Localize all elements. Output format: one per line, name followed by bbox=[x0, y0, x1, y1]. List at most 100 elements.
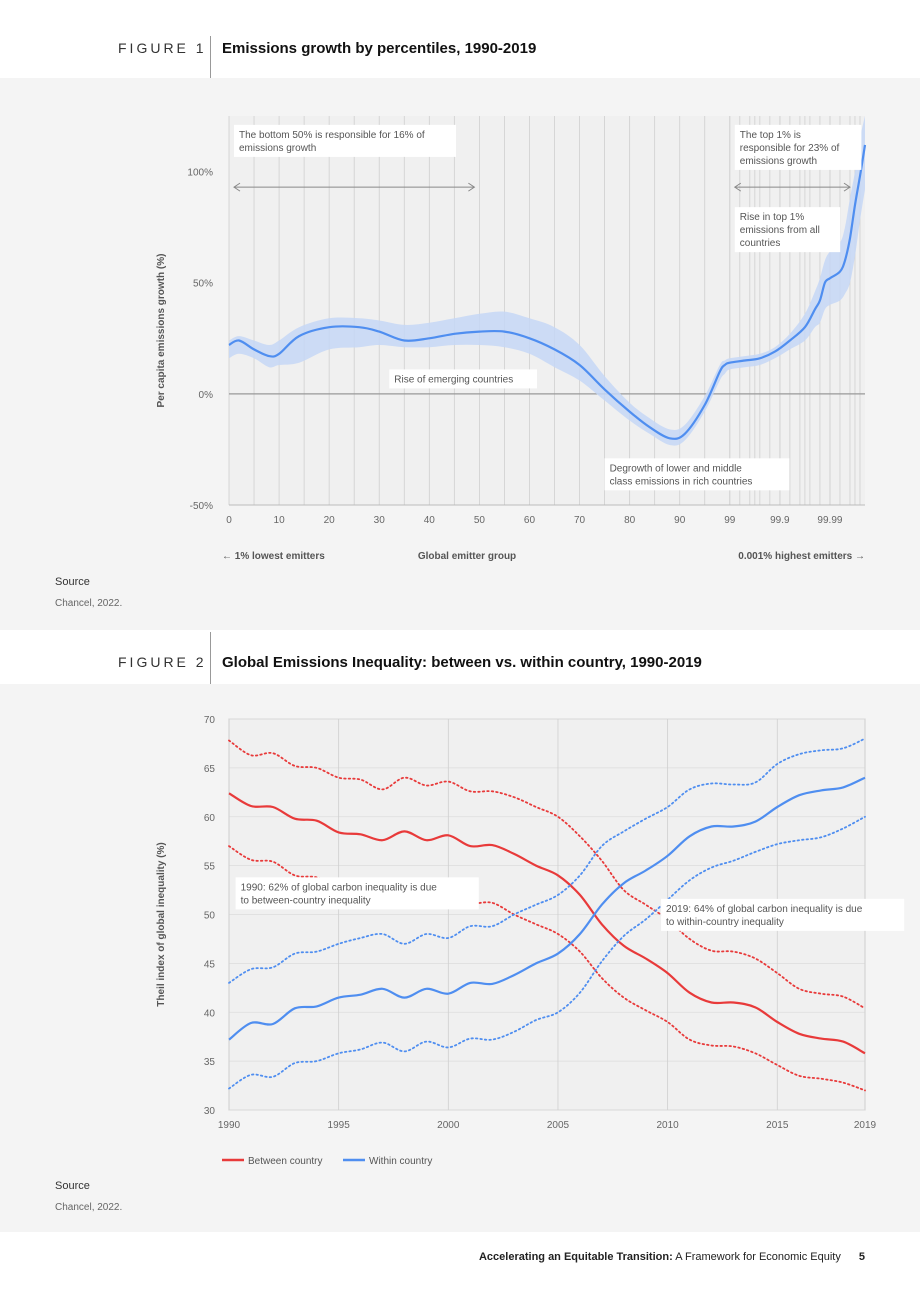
range-arrow-head-left bbox=[733, 182, 742, 192]
range-arrow-head-right bbox=[843, 182, 851, 192]
chart1-annotation-line: responsible for 23% of bbox=[740, 143, 840, 154]
x-tick-label: 70 bbox=[574, 515, 586, 526]
emissions-inequality-chart: 30 35 40 45 50 55 60 65 70 1990 1995 2000 2005 2010 20… bbox=[156, 715, 905, 1167]
figure2-source-label: Source bbox=[55, 1180, 90, 1192]
within-country-line bbox=[228, 776, 866, 1041]
footer-report-subtitle: A Framework for Economic Equity bbox=[672, 1251, 841, 1263]
y-tick-label: 60 bbox=[204, 813, 216, 824]
chart1-annotation-line: emissions growth bbox=[239, 143, 316, 154]
x-tick-label: 80 bbox=[624, 515, 636, 526]
chart2-annotation-line: to between-country inequality bbox=[241, 895, 371, 906]
y-tick-label: 45 bbox=[204, 959, 216, 970]
chart1-annotation-box bbox=[389, 369, 538, 389]
plot-area bbox=[229, 116, 865, 505]
page-footer: Accelerating an Equitable Transition: A … bbox=[479, 1251, 865, 1263]
chart1-annotation-line: Degrowth of lower and middle bbox=[610, 463, 743, 474]
chart1-annotation: The top 1% is responsible for 23% of emiss… bbox=[734, 124, 862, 170]
chart1-annotation-box bbox=[234, 124, 457, 157]
x-tick-label: 2000 bbox=[437, 1120, 460, 1131]
legend-label-within-country: Within country bbox=[369, 1156, 432, 1167]
x-tick-label: 50 bbox=[474, 515, 486, 526]
y-tick-label: 100% bbox=[187, 168, 213, 179]
chart1-annotation-line: emissions growth bbox=[740, 156, 817, 167]
y-tick-label: 40 bbox=[204, 1008, 216, 1019]
figure2-source-text: Chancel, 2022. bbox=[55, 1202, 123, 1213]
x-tick-label: 2010 bbox=[656, 1120, 679, 1131]
chart1-annotation-line: class emissions in rich countries bbox=[610, 476, 753, 487]
figure1-divider bbox=[210, 36, 211, 78]
page-number: 5 bbox=[858, 1251, 865, 1263]
x-tick-label: 99.99 bbox=[817, 515, 842, 526]
chart2-annotation-box bbox=[661, 898, 905, 931]
x-tick-label: 99 bbox=[724, 515, 736, 526]
chart2-annotation-box bbox=[235, 877, 479, 910]
x-axis-right-note: 0.001% highest emitters → bbox=[738, 551, 865, 562]
figure2-title: Global Emissions Inequality: between vs.… bbox=[222, 654, 702, 671]
chart1-annotation: The bottom 50% is responsible for 16% of… bbox=[234, 124, 457, 157]
range-arrow-head-right bbox=[468, 182, 476, 192]
y-axis-label: Per capita emissions growth (%) bbox=[156, 254, 167, 408]
figure1-source-text: Chancel, 2022. bbox=[55, 598, 123, 609]
chart1-annotation-line: countries bbox=[740, 238, 781, 249]
chart2-annotation-line: 1990: 62% of global carbon inequality is… bbox=[241, 882, 438, 893]
y-tick-label: 70 bbox=[204, 715, 216, 726]
y-axis-label: Theil index of global inequality (%) bbox=[156, 842, 167, 1006]
x-tick-label: 40 bbox=[424, 515, 436, 526]
chart1-annotation-box bbox=[734, 124, 862, 170]
y-tick-label: 50% bbox=[193, 279, 213, 290]
within-country-upper-bound bbox=[228, 737, 866, 984]
between-country-upper-bound bbox=[228, 739, 866, 1010]
chart1-annotation-box bbox=[604, 458, 790, 491]
x-tick-label: 0 bbox=[226, 515, 232, 526]
x-tick-label: 1995 bbox=[328, 1120, 351, 1131]
y-tick-label: 55 bbox=[204, 862, 216, 873]
range-arrow-head-left bbox=[233, 182, 241, 192]
y-tick-label: -50% bbox=[190, 501, 213, 512]
emissions-growth-chart: 100%50%0%-50%0 10 20 30 40 50 60 70 80 90 99 99.9 99… bbox=[156, 116, 867, 562]
chart2-annotation: 1990: 62% of global carbon inequality is… bbox=[235, 877, 479, 910]
chart2-annotation-line: to within-country inequality bbox=[666, 917, 784, 928]
figure1-label: FIGURE 1 bbox=[118, 40, 207, 56]
footer-report-title: Accelerating an Equitable Transition: bbox=[478, 1251, 673, 1263]
figure1-source-label: Source bbox=[55, 576, 90, 588]
chart1-annotation-line: emissions from all bbox=[740, 225, 820, 236]
x-tick-label: 1990 bbox=[218, 1120, 241, 1131]
figure2-header: FIGURE 2 Global Emissions Inequality: be… bbox=[0, 630, 920, 684]
chart1-annotation-line: The bottom 50% is responsible for 16% of bbox=[239, 130, 425, 141]
chart1-annotation: Rise in top 1% emissions from all countrie… bbox=[734, 207, 841, 253]
figure1-panel: 100% 50% 0% -50% 0 10 20 30 40 50 60 70 80 90 99 99.9 99… bbox=[0, 78, 920, 630]
chart1-annotation: Rise of emerging countries bbox=[389, 369, 538, 389]
y-tick-label: 0% bbox=[199, 390, 214, 401]
x-tick-label: 2005 bbox=[547, 1120, 570, 1131]
chart1-annotation: Degrowth of lower and middle class emissi… bbox=[604, 458, 790, 491]
chart1-annotation-line: Rise in top 1% bbox=[740, 212, 805, 223]
y-tick-label: 35 bbox=[204, 1057, 216, 1068]
x-tick-label: 99.9 bbox=[770, 515, 790, 526]
x-tick-label: 2019 bbox=[854, 1120, 877, 1131]
x-tick-label: 30 bbox=[374, 515, 386, 526]
emissions-growth-line bbox=[228, 144, 867, 440]
chart1-annotation-box bbox=[734, 207, 841, 253]
figure1-header: FIGURE 1 Emissions growth by percentiles… bbox=[0, 0, 920, 78]
x-tick-label: 90 bbox=[674, 515, 686, 526]
chart1-annotation-line: Rise of emerging countries bbox=[394, 374, 513, 385]
figure2-panel: 30 35 40 45 50 55 60 65 70 1990 1995 2000 2005 2010 20… bbox=[0, 684, 920, 1232]
y-tick-label: 65 bbox=[204, 764, 216, 775]
within-country-lower-bound bbox=[228, 815, 866, 1090]
chart1-annotation-line: The top 1% is bbox=[740, 130, 801, 141]
between-country-line bbox=[228, 792, 866, 1055]
figure1-title: Emissions growth by percentiles, 1990-20… bbox=[222, 40, 537, 57]
legend-label-between-country: Between country bbox=[248, 1156, 323, 1167]
x-tick-label: 60 bbox=[524, 515, 536, 526]
x-tick-label: 10 bbox=[274, 515, 286, 526]
chart2-annotation: 2019: 64% of global carbon inequality is… bbox=[661, 898, 905, 931]
figure2-label: FIGURE 2 bbox=[118, 654, 207, 670]
x-axis-label: Global emitter group bbox=[418, 551, 516, 562]
y-tick-label: 30 bbox=[204, 1106, 216, 1117]
chart2-annotation-line: 2019: 64% of global carbon inequality is… bbox=[666, 904, 863, 915]
x-tick-label: 2015 bbox=[766, 1120, 789, 1131]
x-axis-left-note: ← 1% lowest emitters bbox=[222, 551, 325, 562]
x-tick-label: 20 bbox=[324, 515, 336, 526]
y-tick-label: 50 bbox=[204, 911, 216, 922]
figure2-divider bbox=[210, 632, 211, 684]
